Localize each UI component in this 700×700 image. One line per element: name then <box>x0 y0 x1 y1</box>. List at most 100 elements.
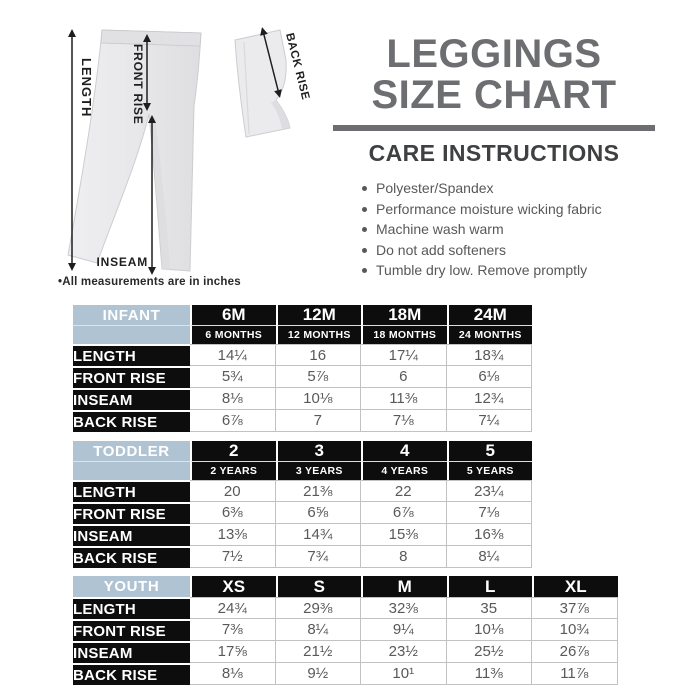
size-subheader: 4 YEARS <box>361 461 447 480</box>
care-item: Tumble dry low. Remove promptly <box>362 260 655 281</box>
measurement-row-label: BACK RISE <box>73 410 190 432</box>
measurement-row: FRONT RISE 6⅜ 6⅝ 6⅞ 7⅛ <box>73 502 532 524</box>
care-item-text: Do not add softeners <box>376 241 506 258</box>
leggings-diagram: LENGTH FRONT RISE INSEAM BACK RISE •All … <box>38 8 338 298</box>
size-header: XS <box>190 576 276 597</box>
measurement-row: BACK RISE 7½ 7¾ 8 8¼ <box>73 546 532 568</box>
measurement-value: 11⅞ <box>532 663 618 685</box>
size-header: 2 <box>190 441 276 461</box>
leggings-front-shape <box>67 29 202 272</box>
measurement-value: 8¼ <box>446 546 532 568</box>
measurement-value: 35 <box>446 597 532 619</box>
measurement-row: LENGTH 20 21⅜ 22 23¼ <box>73 480 532 502</box>
bullet-icon <box>362 227 367 232</box>
measurement-value: 8⅛ <box>190 663 276 685</box>
inseam-label: INSEAM <box>97 255 148 269</box>
measurement-value: 10¾ <box>532 619 618 641</box>
group-header: TODDLER <box>73 441 190 461</box>
title-block: LEGGINGS SIZE CHART CARE INSTRUCTIONS Po… <box>333 34 655 281</box>
length-label: LENGTH <box>79 58 94 117</box>
measurement-value: 23½ <box>361 641 447 663</box>
measurement-row-label: FRONT RISE <box>73 502 190 524</box>
measurement-value: 7¼ <box>446 410 532 432</box>
care-item-text: Machine wash warm <box>376 221 504 237</box>
measurement-row: FRONT RISE 5¾ 5⅞ 6 6⅛ <box>73 366 532 388</box>
measurement-row: LENGTH 24¾ 29⅜ 32⅜ 35 37⅞ <box>73 597 618 619</box>
measurement-value: 9½ <box>275 663 361 685</box>
page-title: LEGGINGS SIZE CHART <box>333 34 655 116</box>
measurement-value: 11⅜ <box>361 388 447 410</box>
size-header: 3 <box>275 441 361 461</box>
size-table-youth: YOUTH XS S M L XL LENGTH 24¾ 29⅜ 32⅜ 35 37⅞ FRONT RI… <box>73 576 618 685</box>
measurement-row-label: LENGTH <box>73 344 190 366</box>
measurement-value: 6⅝ <box>275 502 361 524</box>
measurement-row: BACK RISE 6⅞ 7 7⅛ 7¼ <box>73 410 532 432</box>
measurement-value: 21⅜ <box>275 480 361 502</box>
measurement-value: 6⅜ <box>190 502 276 524</box>
measurement-value: 14¼ <box>190 344 276 366</box>
measurement-value: 6⅞ <box>190 410 276 432</box>
group-header-spacer <box>73 325 190 344</box>
group-header-spacer <box>73 461 190 480</box>
measurement-value: 8 <box>361 546 447 568</box>
measurement-row: INSEAM 8⅛ 10⅛ 11⅜ 12¾ <box>73 388 532 410</box>
measurement-value: 26⅞ <box>532 641 618 663</box>
measurement-value: 9¼ <box>361 619 447 641</box>
measurement-value: 5⅞ <box>275 366 361 388</box>
size-table-toddler: TODDLER 2 3 4 5 2 YEARS 3 YEARS 4 YEARS 5 YEARS L… <box>73 441 532 568</box>
back-rise-arrow <box>260 27 282 98</box>
size-header: XL <box>532 576 618 597</box>
page-title-line1: LEGGINGS <box>386 32 602 76</box>
group-header: INFANT <box>73 305 190 325</box>
measurement-value: 24¾ <box>190 597 276 619</box>
care-item: Do not add softeners <box>362 240 655 261</box>
measurement-row: INSEAM 17⅝ 21½ 23½ 25½ 26⅞ <box>73 641 618 663</box>
size-header: 6M <box>190 305 276 325</box>
size-header: L <box>446 576 532 597</box>
size-header: 18M <box>361 305 447 325</box>
leggings-waistband <box>100 29 202 47</box>
size-header: 5 <box>446 441 532 461</box>
leggings-illustration: LENGTH FRONT RISE INSEAM BACK RISE <box>67 27 311 275</box>
measurement-row-label: INSEAM <box>73 388 190 410</box>
size-subheader: 24 MONTHS <box>446 325 532 344</box>
size-header: 24M <box>446 305 532 325</box>
measurement-value: 32⅜ <box>361 597 447 619</box>
measurement-value: 10¹ <box>361 663 447 685</box>
bullet-icon <box>362 247 367 253</box>
measurement-value: 8⅛ <box>190 388 276 410</box>
size-subheader: 3 YEARS <box>275 461 361 480</box>
care-item: Performance moisture wicking fabric <box>362 199 655 220</box>
size-subheader: 2 YEARS <box>190 461 276 480</box>
front-rise-label: FRONT RISE <box>131 44 145 125</box>
measurement-row-label: FRONT RISE <box>73 619 190 641</box>
measurement-value: 11⅜ <box>446 663 532 685</box>
size-header: M <box>361 576 447 597</box>
measurement-value: 17⅝ <box>190 641 276 663</box>
measurement-row-label: LENGTH <box>73 480 190 502</box>
bullet-icon <box>362 206 367 212</box>
measurement-row-label: INSEAM <box>73 641 190 663</box>
measurement-row: BACK RISE 8⅛ 9½ 10¹ 11⅜ 11⅞ <box>73 663 618 685</box>
size-subheader: 6 MONTHS <box>190 325 276 344</box>
care-item-text: Performance moisture wicking fabric <box>376 200 602 217</box>
measurement-value: 8¼ <box>275 619 361 641</box>
measurement-value: 20 <box>190 480 276 502</box>
measurement-value: 13⅜ <box>190 524 276 546</box>
care-instructions-heading: CARE INSTRUCTIONS <box>368 140 620 166</box>
measurement-value: 7⅛ <box>361 410 447 432</box>
measurement-value: 15⅜ <box>361 524 447 546</box>
bullet-icon <box>362 268 367 273</box>
measurement-value: 14¾ <box>275 524 361 546</box>
measurement-value: 18¾ <box>446 344 532 366</box>
size-header: 4 <box>361 441 447 461</box>
measurement-value: 5¾ <box>190 366 276 388</box>
measurement-value: 29⅜ <box>275 597 361 619</box>
measurement-value: 37⅞ <box>532 597 618 619</box>
size-subheader: 12 MONTHS <box>275 325 361 344</box>
measurement-value: 7⅛ <box>446 502 532 524</box>
size-table-infant: INFANT 6M 12M 18M 24M 6 MONTHS 12 MONTHS 18 MON… <box>73 305 532 432</box>
measurement-value: 25½ <box>446 641 532 663</box>
measurement-value: 7¾ <box>275 546 361 568</box>
